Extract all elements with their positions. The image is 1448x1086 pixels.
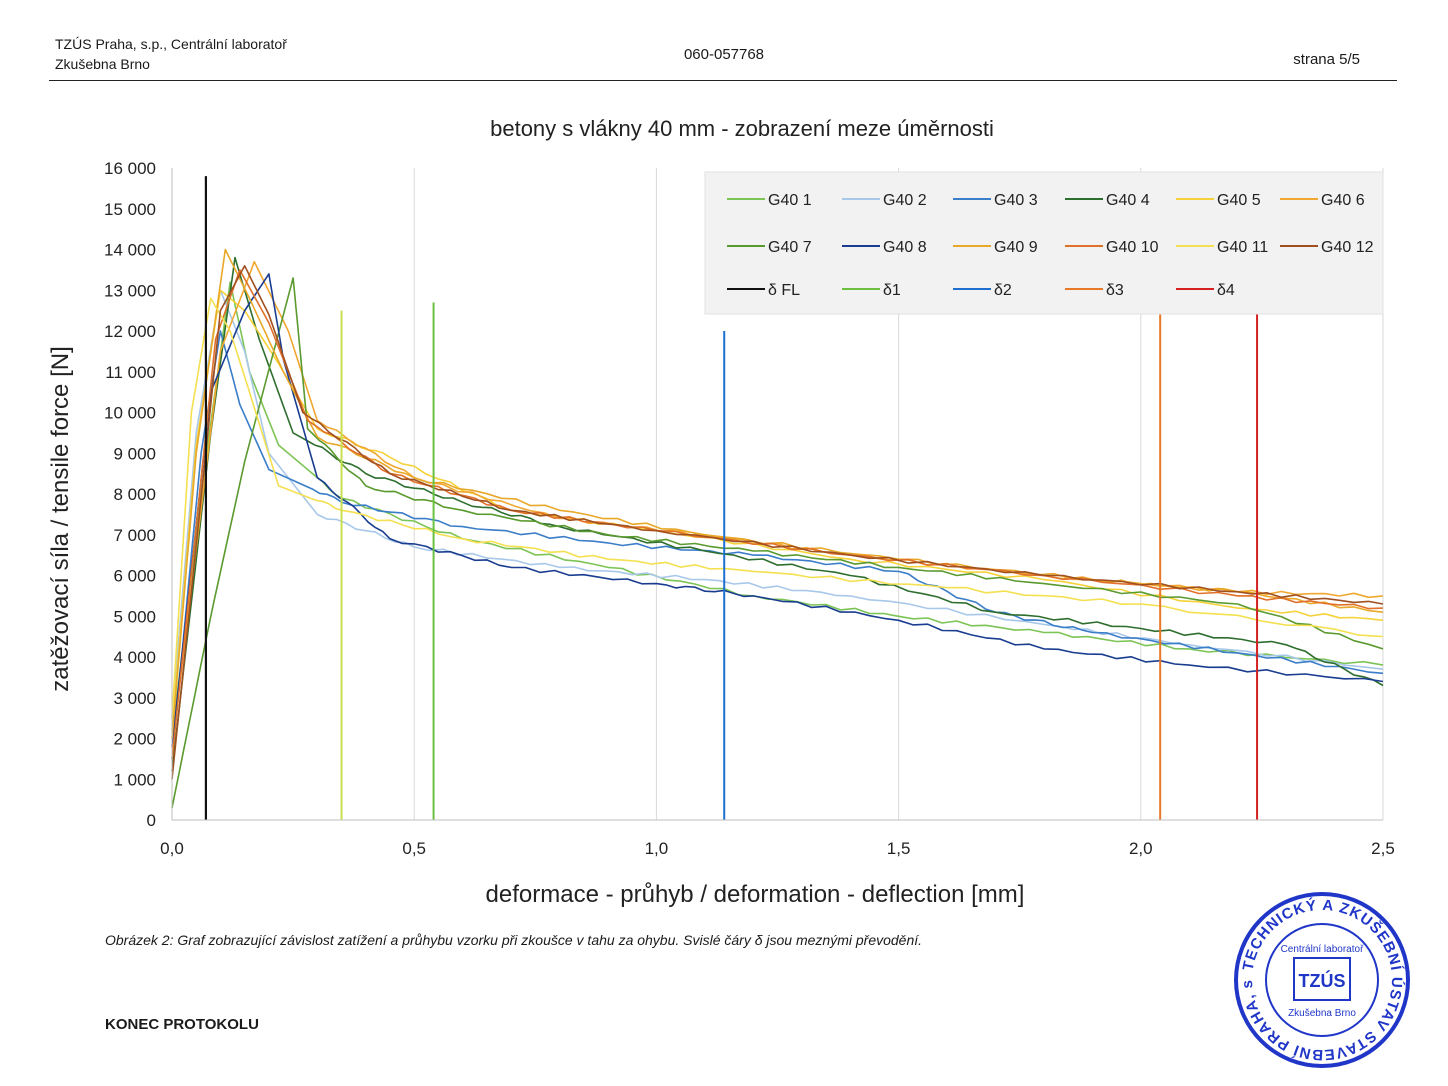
legend-label: G40 9 xyxy=(994,239,1038,256)
series-line-g40-1 xyxy=(171,281,1384,739)
legend-label: G40 8 xyxy=(883,239,927,256)
legend-label: δ2 xyxy=(994,282,1012,299)
chart-series xyxy=(171,248,1384,808)
legend-label: G40 1 xyxy=(768,192,812,209)
legend-label: G40 2 xyxy=(883,192,927,209)
force-deflection-chart: betony s vlákny 40 mm - zobrazení meze ú… xyxy=(47,116,1395,908)
y-tick-label: 7 000 xyxy=(113,526,156,545)
y-tick-label: 1 000 xyxy=(113,770,156,789)
stamp-logo: TZÚS xyxy=(1299,970,1346,991)
series-line-g40-11 xyxy=(171,297,1384,719)
stamp-inner-bottom: Zkušebna Brno xyxy=(1288,1008,1356,1019)
y-tick-label: 16 000 xyxy=(104,159,156,178)
legend-label: G40 7 xyxy=(768,239,812,256)
x-tick-label: 2,0 xyxy=(1129,839,1153,858)
chart-title: betony s vlákny 40 mm - zobrazení meze ú… xyxy=(490,116,994,141)
x-tick-label: 0,5 xyxy=(402,839,426,858)
header-rule xyxy=(49,80,1397,81)
legend-label: G40 11 xyxy=(1217,239,1268,256)
x-axis-label: deformace - průhyb / deformation - defle… xyxy=(486,881,1025,908)
y-tick-label: 10 000 xyxy=(104,404,156,423)
series-line-g40-7 xyxy=(171,277,1384,808)
legend-label: G40 6 xyxy=(1321,192,1365,209)
y-tick-label: 9 000 xyxy=(113,444,156,463)
series-line-g40-10 xyxy=(171,269,1384,759)
lab-name: Zkušebna Brno xyxy=(55,56,150,72)
legend-label: δ3 xyxy=(1106,282,1124,299)
series-line-g40-5 xyxy=(171,289,1384,731)
y-tick-label: 6 000 xyxy=(113,567,156,586)
y-tick-label: 4 000 xyxy=(113,648,156,667)
legend-label: G40 12 xyxy=(1321,239,1374,256)
series-line-g40-6 xyxy=(171,260,1384,747)
y-tick-label: 8 000 xyxy=(113,485,156,504)
chart-axes: 0,0 0,5 1,0 1,5 2,0 2,5 0 1 000 2 000 3 000 4 000 5… xyxy=(104,159,1395,858)
y-tick-label: 14 000 xyxy=(104,241,156,260)
y-tick-label: 15 000 xyxy=(104,200,156,219)
series-line-g40-8 xyxy=(171,273,1384,747)
legend-label: G40 3 xyxy=(994,192,1038,209)
stamp-inner-top: Centrální laboratoř xyxy=(1281,944,1364,955)
x-tick-label: 1,5 xyxy=(887,839,911,858)
chart-limit-lines xyxy=(204,176,1259,820)
y-tick-label: 12 000 xyxy=(104,322,156,341)
y-tick-label: 5 000 xyxy=(113,607,156,626)
chart-legend: G40 1 G40 2 G40 3 G40 4 G40 5 G40 6 G40 7 G40 8… xyxy=(704,171,1384,315)
x-tick-label: 2,5 xyxy=(1371,839,1395,858)
end-of-report: KONEC PROTOKOLU xyxy=(105,1016,259,1033)
series-line-g40-12 xyxy=(171,265,1384,780)
protocol-number: 060-057768 xyxy=(683,46,765,63)
report-header-org: TZÚS Praha, s.p., Centrální laboratoř Zk… xyxy=(55,34,287,74)
x-tick-label: 1,0 xyxy=(645,839,669,858)
legend-label: δ4 xyxy=(1217,282,1235,299)
legend-box xyxy=(704,171,1384,315)
stamp-outer-ring xyxy=(1234,892,1410,1068)
series-line-g40-4 xyxy=(171,256,1384,772)
legend-label: G40 5 xyxy=(1217,192,1261,209)
page-number: strana 5/5 xyxy=(1293,51,1360,68)
y-axis-label: zatěžovací síla / tensile force [N] xyxy=(47,346,74,691)
stamp-logo-box xyxy=(1293,957,1351,1001)
legend-label: G40 10 xyxy=(1106,239,1159,256)
series-line-g40-2 xyxy=(171,289,1384,719)
y-tick-label: 11 000 xyxy=(105,363,156,382)
y-tick-label: 13 000 xyxy=(104,281,156,300)
legend-label: G40 4 xyxy=(1106,192,1150,209)
x-tick-label: 0,0 xyxy=(160,839,184,858)
figure-caption: Obrázek 2: Graf zobrazující závislost za… xyxy=(105,932,923,948)
official-stamp: TECHNICKÝ A ZKUŠEBNÍ ÚSTAV STAVEBNÍ PRAH… xyxy=(1232,890,1410,1068)
y-tick-label: 0 xyxy=(147,811,156,830)
legend-label: δ1 xyxy=(883,282,901,299)
legend-label: δ FL xyxy=(768,282,800,299)
series-line-g40-9 xyxy=(171,248,1384,739)
y-tick-label: 3 000 xyxy=(113,689,156,708)
y-tick-label: 2 000 xyxy=(113,730,156,749)
org-name: TZÚS Praha, s.p., Centrální laboratoř xyxy=(55,36,287,52)
stamp-inner-ring xyxy=(1265,923,1379,1037)
